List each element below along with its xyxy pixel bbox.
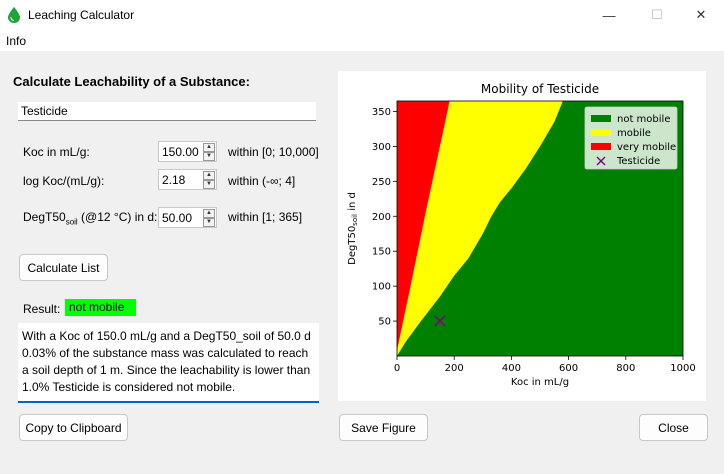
- y-tick-label: 50: [378, 317, 391, 328]
- legend-label-testicide: Testicide: [616, 156, 660, 167]
- legend-label-mobile: mobile: [617, 128, 651, 139]
- legend-label-not-mobile: not mobile: [617, 114, 670, 125]
- y-tick-label: 100: [372, 282, 391, 293]
- save-figure-button[interactable]: Save Figure: [339, 414, 428, 441]
- degt50-down-arrow-icon[interactable]: ▼: [203, 218, 215, 227]
- y-axis-label-sub: soil: [351, 214, 359, 226]
- y-tick-label: 300: [372, 142, 391, 153]
- log-koc-range: within (-∞; 4]: [228, 174, 296, 188]
- y-tick-label: 200: [372, 212, 391, 223]
- maximize-button[interactable]: ☐: [651, 7, 663, 22]
- result-classification-badge: not mobile: [65, 299, 136, 316]
- data-point-testicide: [434, 315, 446, 327]
- log-koc-label: log Koc/(mL/g):: [23, 174, 105, 188]
- title-bar: [0, 0, 724, 30]
- log-koc-value: 2.18: [162, 173, 186, 187]
- log-koc-spinbox[interactable]: 2.18 ▲ ▼: [158, 169, 217, 190]
- menu-info[interactable]: Info: [6, 34, 27, 48]
- result-text-area[interactable]: With a Koc of 150.0 mL/g and a DegT50_so…: [18, 323, 319, 403]
- x-axis-label: Koc in mL/g: [511, 377, 569, 388]
- x-tick-label: 1000: [670, 363, 695, 374]
- degt50-range: within [1; 365]: [228, 210, 303, 224]
- log-koc-down-arrow-icon[interactable]: ▼: [203, 180, 215, 189]
- koc-up-arrow-icon[interactable]: ▲: [203, 143, 215, 152]
- y-tick-label: 150: [372, 247, 391, 258]
- legend-swatch-mobile: [591, 129, 611, 136]
- x-tick-label: 600: [559, 363, 578, 374]
- degt50-value: 50.00: [162, 211, 193, 225]
- region-mobile: [397, 101, 563, 356]
- close-window-button[interactable]: ✕: [695, 7, 707, 22]
- minimize-button[interactable]: —: [602, 7, 616, 23]
- copy-to-clipboard-button[interactable]: Copy to Clipboard: [19, 414, 128, 441]
- y-axis-label: DegT50soil in d: [347, 192, 359, 265]
- degt50-spinbox[interactable]: 50.00 ▲ ▼: [158, 207, 217, 228]
- calculate-list-button[interactable]: Calculate List: [19, 254, 108, 281]
- y-tick-label: 250: [372, 177, 391, 188]
- degt50-label-rest: (@12 °C) in d:: [77, 210, 158, 224]
- degt50-up-arrow-icon[interactable]: ▲: [203, 209, 215, 218]
- x-tick-label: 200: [445, 363, 464, 374]
- degt50-label-sub: soil: [65, 217, 78, 227]
- plot-frame: [396, 100, 684, 357]
- koc-spinbox[interactable]: 150.00 ▲ ▼: [158, 141, 217, 162]
- region-very-mobile: [397, 101, 450, 351]
- x-tick-label: 0: [394, 363, 400, 374]
- y-tick-label: 350: [372, 107, 391, 118]
- degt50-label-main: DegT50: [23, 210, 66, 224]
- koc-down-arrow-icon[interactable]: ▼: [203, 152, 215, 161]
- x-tick-label: 400: [502, 363, 521, 374]
- legend-swatch-very-mobile: [591, 143, 611, 150]
- window-title: Leaching Calculator: [28, 8, 135, 22]
- chart-title: Mobility of Testicide: [481, 82, 599, 96]
- app-drop-icon: [8, 7, 20, 23]
- chart-panel: 0 200 400 600 800 1000 50 100 150 200 250 300 350 Mob…: [338, 71, 706, 401]
- y-axis-label-rest: in d: [347, 192, 358, 214]
- mobility-chart: 0 200 400 600 800 1000 50 100 150 200 250 300 350 Mob…: [347, 82, 696, 388]
- substance-name-input[interactable]: [18, 102, 316, 121]
- koc-value: 150.00: [162, 145, 199, 159]
- y-axis-label-main: DegT50: [347, 226, 358, 265]
- legend-marker-testicide: [596, 156, 606, 166]
- menu-bar: [0, 30, 724, 51]
- legend-swatch-not-mobile: [591, 115, 611, 122]
- x-tick-label: 800: [616, 363, 635, 374]
- form-heading: Calculate Leachability of a Substance:: [13, 74, 250, 89]
- koc-range: within [0; 10,000]: [228, 145, 319, 159]
- log-koc-up-arrow-icon[interactable]: ▲: [203, 171, 215, 180]
- close-button[interactable]: Close: [639, 414, 708, 441]
- result-label: Result:: [23, 302, 61, 316]
- legend-box: [584, 106, 678, 170]
- legend-label-very-mobile: very mobile: [617, 142, 676, 153]
- degt50-label: DegT50soil (@12 °C) in d:: [23, 210, 157, 226]
- koc-label: Koc in mL/g:: [23, 145, 90, 159]
